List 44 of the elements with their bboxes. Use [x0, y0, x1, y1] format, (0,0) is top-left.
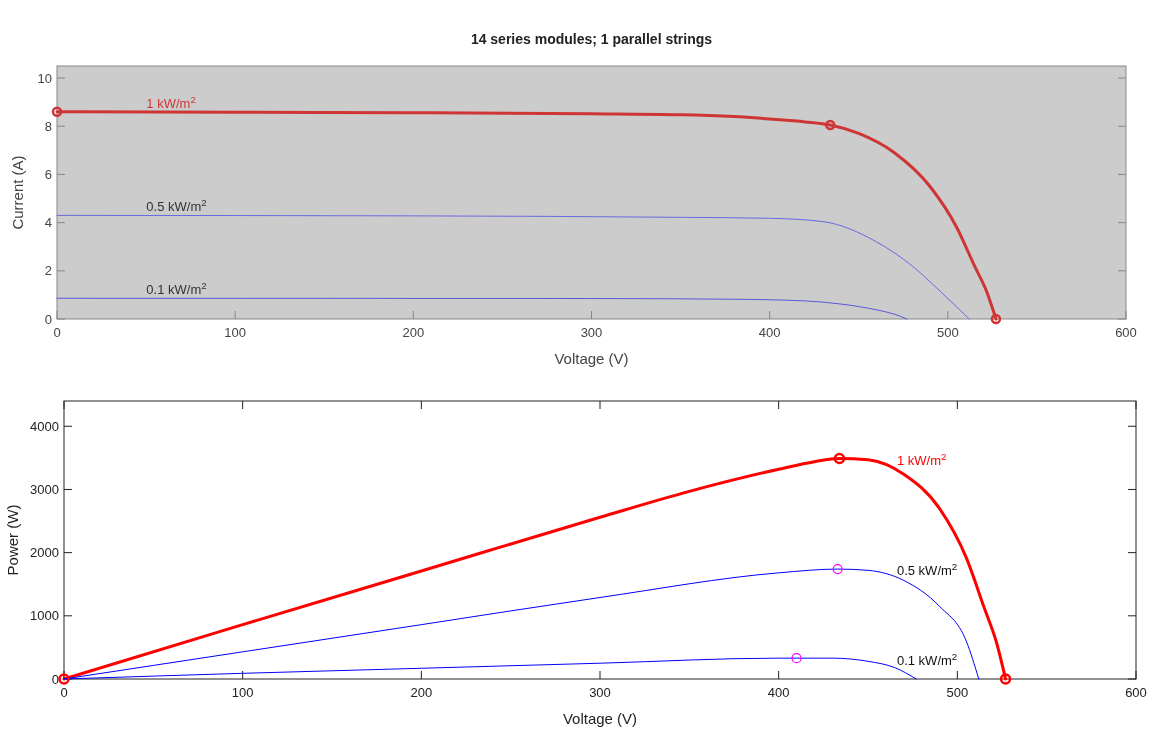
- y-tick-label: 0: [51, 671, 59, 687]
- series-label: 0.1 kW/m$^{2}$: [146, 279, 207, 298]
- x-tick-label: 500: [936, 325, 959, 340]
- x-tick-label: 500: [946, 685, 969, 700]
- point: [832, 563, 843, 575]
- y-tick-label: 2000: [30, 545, 59, 561]
- series-label: 0.5 kW/m$^{2}$: [146, 196, 207, 215]
- chart-title: 14 series modules; 1 parallel strings: [470, 31, 713, 47]
- point: [990, 313, 1002, 325]
- y-tick-label: 3000: [30, 481, 59, 497]
- series-label: 1 kW/m$^{2}$: [896, 450, 947, 469]
- y-axis-title: Current (A): [9, 155, 26, 230]
- y-tick-label: 6: [44, 166, 52, 182]
- x-tick-label: 100: [224, 325, 247, 340]
- y-tick-label: 0: [44, 311, 52, 327]
- x-axis-title: Voltage (V): [554, 350, 629, 367]
- x-tick-label: 600: [1125, 685, 1147, 700]
- y-tick-label: 2: [44, 263, 52, 279]
- point: [791, 653, 802, 664]
- line-series: [56, 297, 908, 320]
- y-tick-label: 4000: [30, 418, 59, 434]
- series-label: 0.1 kW/m$^{2}$: [896, 650, 958, 669]
- point: [51, 106, 63, 118]
- line-series: [56, 214, 970, 320]
- y-tick-label: 10: [37, 70, 52, 86]
- x-tick-label: 200: [410, 685, 433, 700]
- x-tick-label: 300: [589, 685, 611, 700]
- x-tick-label: 200: [402, 325, 425, 340]
- point: [833, 452, 846, 465]
- y-tick-label: 1000: [30, 608, 59, 624]
- y-tick-label: 4: [44, 215, 52, 231]
- y-tick-label: 8: [44, 118, 52, 134]
- point: [999, 673, 1012, 685]
- x-tick-label: 400: [767, 685, 790, 700]
- series-label: 0.5 kW/m$^{2}$: [896, 560, 958, 578]
- series-label: 1 kW/m$^{2}$: [146, 93, 196, 111]
- point: [824, 119, 836, 131]
- point: [58, 673, 70, 685]
- y-axis-title: Power (W): [4, 504, 21, 576]
- x-tick-label: 300: [580, 325, 603, 340]
- x-tick-label: 100: [231, 685, 254, 700]
- x-tick-label: 600: [1115, 325, 1137, 340]
- x-tick-label: 400: [758, 325, 781, 340]
- x-axis-title: Voltage (V): [562, 710, 638, 727]
